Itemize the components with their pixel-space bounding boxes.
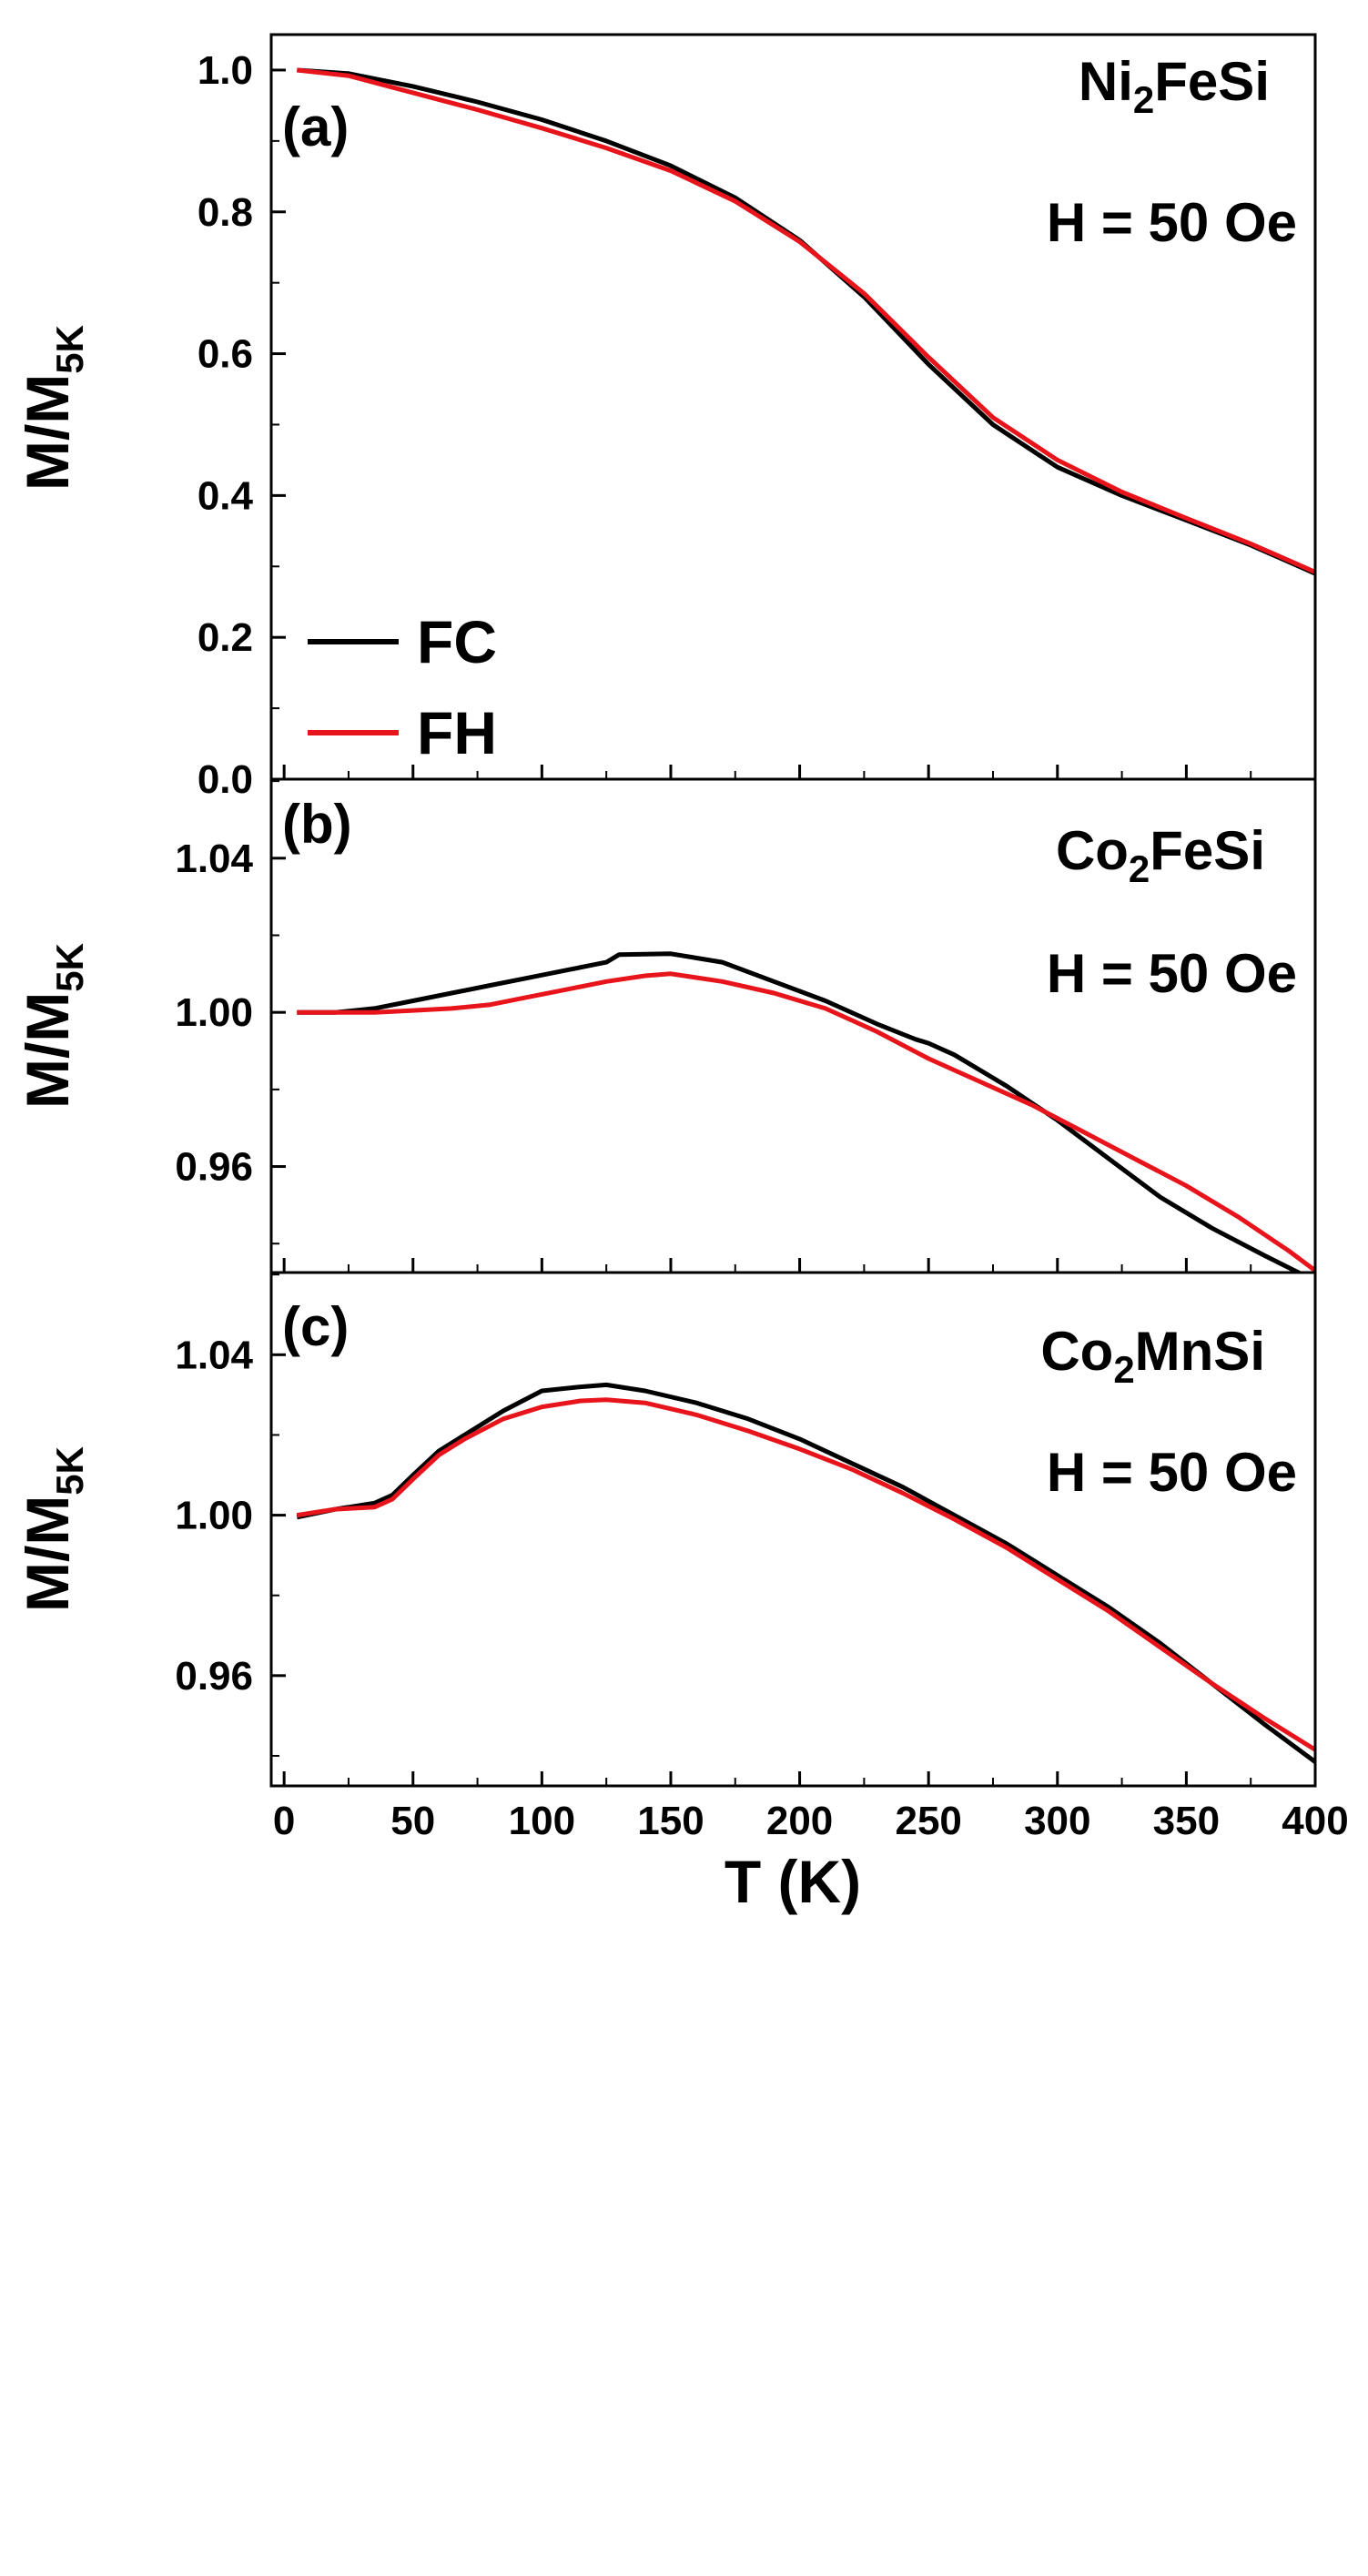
panel-c-compound: Co2MnSi — [1040, 1321, 1265, 1391]
x-tick-label: 250 — [895, 1799, 961, 1843]
y-tick-label: 0.96 — [175, 1654, 253, 1699]
panel-c-frame — [269, 1271, 1317, 1788]
x-tick-label: 350 — [1153, 1799, 1220, 1843]
x-axis-title: T (K) — [725, 1848, 861, 1915]
series-fc-line — [297, 67, 1315, 576]
y-tick-label: 0.96 — [175, 1145, 253, 1190]
y-tick-label: 0.0 — [198, 757, 253, 802]
panel-a: 0.0 0.2 0.4 0.6 0.8 1.0 (a) Ni2FeSi H = 50 Oe… — [14, 33, 1317, 802]
panel-a-y-ticks: 0.0 0.2 0.4 0.6 0.8 1.0 — [198, 48, 1317, 802]
panel-b-y-ticks: 0.96 1.00 1.04 — [175, 780, 1317, 1273]
legend-fh-label: FH — [417, 699, 497, 766]
y-tick-label: 1.00 — [175, 990, 253, 1035]
x-tick-label: 100 — [509, 1799, 575, 1843]
x-tick-label: 50 — [390, 1799, 435, 1843]
series-fh-line — [297, 67, 1315, 574]
panel-b: 0.96 1.00 1.04 (b) Co2FeSi H = 50 Oe M/M5K — [14, 777, 1317, 1274]
panel-b-y-axis-title: M/M5K — [14, 943, 91, 1109]
y-tick-label: 1.0 — [198, 48, 253, 93]
panel-c-label: (c) — [282, 1296, 349, 1357]
x-tick-label: 150 — [637, 1799, 704, 1843]
panel-c-y-axis-title: M/M5K — [14, 1446, 91, 1612]
panel-c-field: H = 50 Oe — [1047, 1442, 1297, 1503]
y-tick-label: 0.2 — [198, 615, 253, 660]
panel-c-y-ticks: 0.96 1.00 1.04 — [175, 1273, 1317, 1786]
panel-a-compound: Ni2FeSi — [1079, 51, 1270, 121]
panel-b-plot-area — [297, 951, 1315, 1273]
panel-c-plot-area — [296, 1382, 1315, 1764]
y-tick-label: 0.8 — [198, 190, 253, 235]
panel-a-plot-area — [297, 67, 1315, 576]
x-axis-ticks: 0 50 100 150 200 250 300 350 400 — [273, 1799, 1349, 1843]
panel-a-field: H = 50 Oe — [1047, 192, 1297, 253]
y-tick-label: 1.04 — [175, 1333, 253, 1377]
y-tick-label: 1.04 — [175, 837, 253, 881]
panel-b-label: (b) — [282, 794, 352, 855]
panel-a-label: (a) — [282, 96, 349, 157]
x-tick-label: 200 — [766, 1799, 833, 1843]
panel-b-field: H = 50 Oe — [1047, 943, 1297, 1004]
panel-b-compound: Co2FeSi — [1056, 820, 1265, 890]
x-tick-label: 300 — [1024, 1799, 1090, 1843]
y-tick-label: 1.00 — [175, 1494, 253, 1538]
series-fc-line — [297, 951, 1303, 1273]
legend: FC FH — [308, 608, 497, 766]
x-tick-label: 400 — [1282, 1799, 1348, 1843]
series-fh-line — [296, 1397, 1315, 1752]
legend-fc-label: FC — [417, 608, 497, 675]
panel-a-y-axis-title: M/M5K — [14, 325, 91, 491]
series-fh-line — [297, 971, 1315, 1273]
series-fc-line — [296, 1382, 1315, 1764]
panel-c: 0.96 1.00 1.04 (c) Co2MnSi H = 50 Oe M/M5K — [14, 1271, 1317, 1788]
y-tick-label: 0.4 — [198, 473, 254, 518]
x-tick-label: 0 — [273, 1799, 295, 1843]
y-tick-label: 0.6 — [198, 332, 253, 377]
